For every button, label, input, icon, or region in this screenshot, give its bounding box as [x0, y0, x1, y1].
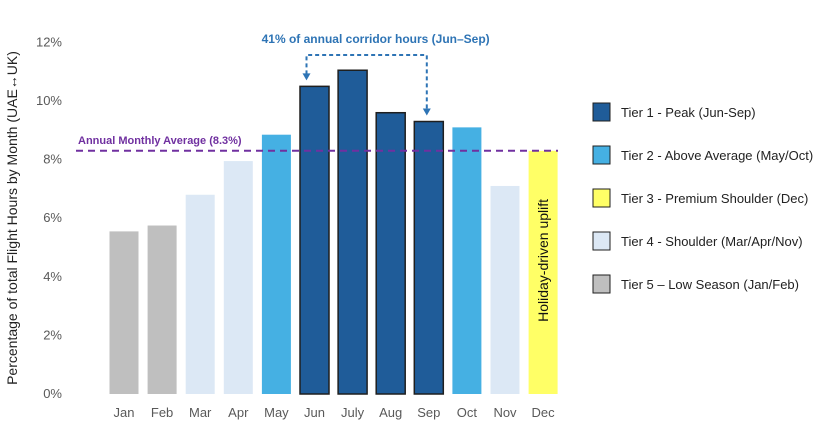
- legend-swatch-tier-2: [592, 145, 611, 165]
- bar-oct: [452, 127, 482, 395]
- x-tick-label: Aug: [379, 405, 402, 420]
- bar-july: [337, 69, 368, 395]
- legend-label-tier-1: Tier 1 - Peak (Jun-Sep): [621, 105, 756, 120]
- y-tick-label: 0%: [43, 386, 62, 401]
- bar-apr: [223, 161, 253, 394]
- y-tick-label: 2%: [43, 327, 62, 342]
- x-tick-label: Jan: [114, 405, 135, 420]
- x-tick-label: Oct: [457, 405, 478, 420]
- y-axis-label: Percentage of total Flight Hours by Mont…: [4, 51, 20, 385]
- bar-jun: [299, 85, 330, 395]
- legend-label-tier-4: Tier 4 - Shoulder (Mar/Apr/Nov): [621, 234, 803, 249]
- y-tick-label: 8%: [43, 152, 62, 167]
- y-tick-label: 4%: [43, 269, 62, 284]
- legend-swatch-tier-1: [592, 102, 611, 122]
- corridor-arrow-left: [302, 73, 311, 81]
- dec-bar-note: Holiday-driven uplift: [535, 199, 551, 322]
- x-tick-label: Dec: [532, 405, 556, 420]
- y-tick-label: 6%: [43, 210, 62, 225]
- bar-jan: [109, 231, 139, 394]
- bar-dec: [528, 150, 558, 394]
- legend-swatch-tier-5: [592, 274, 611, 294]
- corridor-bracket: [305, 54, 428, 110]
- average-label: Annual Monthly Average (8.3%): [78, 135, 242, 147]
- legend-swatch-tier-4: [592, 231, 611, 251]
- legend: Tier 1 - Peak (Jun-Sep) Tier 2 - Above Av…: [592, 102, 813, 294]
- corridor-label: 41% of annual corridor hours (Jun–Sep): [262, 32, 490, 46]
- legend-label-tier-5: Tier 5 – Low Season (Jan/Feb): [621, 277, 799, 292]
- x-tick-label: July: [341, 405, 365, 420]
- x-tick-label: May: [264, 405, 289, 420]
- legend-label-tier-3: Tier 3 - Premium Shoulder (Dec): [621, 191, 808, 206]
- x-tick-label: Sep: [417, 405, 440, 420]
- legend-label-tier-2: Tier 2 - Above Average (May/Oct): [621, 148, 813, 163]
- legend-swatch-tier-3: [592, 188, 611, 208]
- bar-aug: [375, 111, 406, 395]
- corridor-annotation: 41% of annual corridor hours (Jun–Sep): [262, 32, 490, 116]
- bar-nov: [490, 185, 520, 394]
- x-tick-label: Mar: [189, 405, 212, 420]
- x-tick-label: Feb: [151, 405, 173, 420]
- x-tick-label: Nov: [493, 405, 517, 420]
- average-line-group: Annual Monthly Average (8.3%): [76, 135, 558, 152]
- corridor-arrow-right: [422, 108, 431, 116]
- x-axis-ticks: Jan Feb Mar Apr May Jun July Aug Sep Oct Nov Dec: [114, 405, 556, 420]
- bars: [109, 69, 558, 395]
- bar-feb: [147, 225, 177, 394]
- bar-mar: [185, 194, 215, 394]
- y-tick-label: 12%: [36, 34, 62, 49]
- bar-may: [261, 134, 291, 394]
- bar-sep: [413, 120, 445, 395]
- x-tick-label: Jun: [304, 405, 325, 420]
- y-tick-label: 10%: [36, 93, 62, 108]
- x-tick-label: Apr: [228, 405, 249, 420]
- y-axis-ticks: 0% 2% 4% 6% 8% 10% 12%: [36, 34, 62, 401]
